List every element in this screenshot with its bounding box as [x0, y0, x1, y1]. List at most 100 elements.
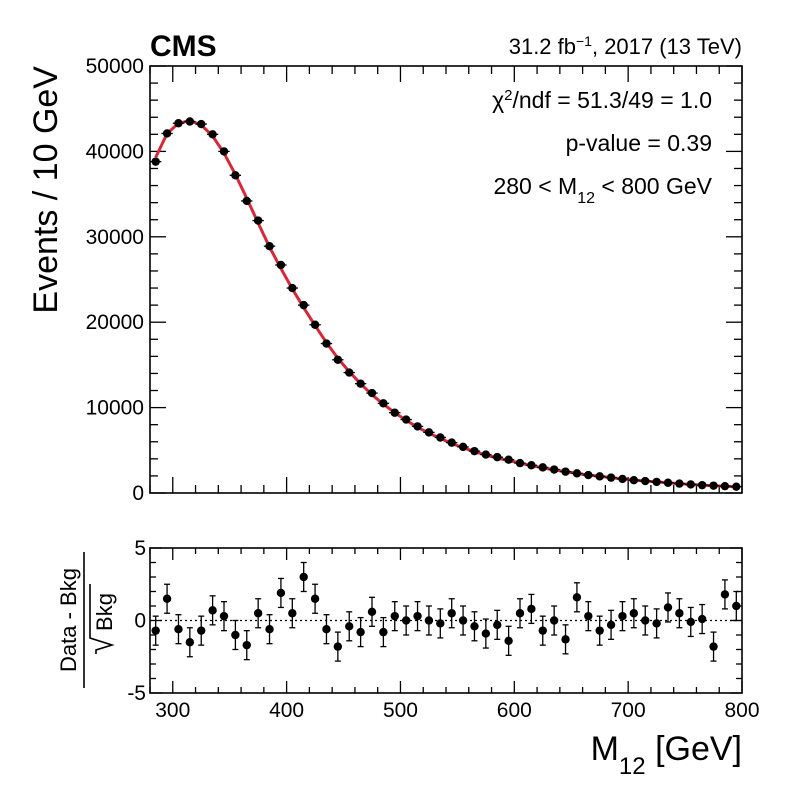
data-point	[572, 469, 582, 478]
sqrt-symbol-icon	[89, 584, 115, 654]
pull-point	[288, 609, 297, 618]
pull-point	[720, 590, 730, 599]
data-point	[458, 442, 468, 452]
pull-point	[208, 606, 217, 615]
data-point	[413, 422, 422, 431]
x-tick-label: 600	[497, 699, 532, 722]
experiment-label: CMS	[150, 30, 217, 63]
pull-y-tick-labels: -5 0 5	[127, 537, 146, 705]
data-point	[515, 458, 525, 468]
pull-point	[584, 611, 593, 621]
pull-point	[276, 588, 286, 598]
main-y-tick-label: 0	[132, 482, 144, 505]
pull-point	[538, 626, 547, 635]
data-point	[151, 157, 160, 166]
data-point	[356, 379, 365, 388]
pull-point	[515, 609, 525, 618]
pull-point	[652, 619, 661, 628]
data-point	[697, 480, 707, 490]
pull-point	[481, 629, 491, 638]
data-point	[299, 300, 308, 310]
pull-point	[322, 625, 331, 634]
data-point	[219, 147, 229, 156]
pull-point	[641, 616, 650, 625]
data-point	[549, 465, 559, 474]
pull-y-axis-title: Data - Bkg Bkg	[56, 552, 117, 688]
pull-points-group	[151, 561, 741, 662]
pull-point	[618, 611, 627, 621]
data-point	[390, 408, 399, 417]
data-point	[686, 480, 695, 489]
data-points-group	[150, 117, 742, 491]
pull-point	[162, 594, 172, 603]
pull-point	[242, 640, 251, 650]
pull-point	[379, 627, 388, 637]
data-point	[197, 119, 206, 129]
pull-point	[732, 601, 741, 611]
x-tick-label: 300	[155, 699, 190, 722]
pull-point	[401, 616, 411, 625]
pull-y-tick-label: -5	[127, 682, 146, 705]
pull-point	[686, 617, 695, 627]
data-point	[527, 461, 536, 470]
data-point	[606, 473, 616, 482]
data-point	[322, 339, 331, 348]
pvalue-label: p-value = 0.39	[566, 130, 712, 156]
x-tick-labels: 300 400 500 600 700 800	[155, 699, 759, 722]
pull-point	[470, 622, 479, 631]
x-axis-title: M12 [GeV]	[591, 730, 742, 780]
pull-point	[151, 626, 160, 635]
pull-point	[629, 609, 639, 618]
pull-point	[253, 609, 263, 618]
data-point	[504, 455, 513, 464]
data-point	[720, 481, 730, 491]
data-point	[379, 399, 388, 408]
main-y-tick-labels: 0 10000 20000 30000 40000 50000	[86, 55, 144, 505]
data-point	[345, 368, 354, 377]
x-tick-label: 700	[611, 699, 646, 722]
main-panel: 0 10000 20000 30000 40000 50000 χ2/ndf = 51.3…	[27, 55, 743, 505]
data-point	[310, 320, 320, 329]
pull-point	[504, 636, 513, 645]
data-point	[595, 472, 604, 481]
data-point	[652, 477, 661, 487]
pull-point	[356, 627, 365, 637]
pull-ylabel-denominator: Bkg	[92, 593, 117, 631]
pull-point	[458, 616, 468, 625]
x-tick-label: 400	[269, 699, 304, 722]
luminosity-label: 31.2 fb−1, 2017 (13 TeV)	[509, 33, 742, 59]
data-point	[618, 474, 627, 484]
pull-point	[697, 614, 707, 624]
data-point	[333, 355, 343, 364]
main-y-tick-label: 40000	[86, 140, 144, 163]
pull-point	[606, 620, 616, 630]
data-point	[584, 470, 593, 480]
x-tick-label: 500	[383, 699, 418, 722]
pull-point	[527, 604, 536, 614]
x-tick-label: 800	[724, 699, 759, 722]
data-point	[561, 467, 570, 476]
pull-point	[572, 593, 582, 602]
pull-point	[299, 572, 308, 582]
data-point	[538, 463, 547, 472]
data-point	[493, 452, 502, 462]
pull-point	[675, 609, 684, 618]
pull-point	[595, 626, 604, 635]
data-point	[629, 475, 639, 485]
data-point	[675, 479, 684, 488]
data-point	[641, 476, 650, 486]
main-y-tick-label: 50000	[86, 55, 144, 78]
data-point	[436, 433, 445, 442]
pull-point	[174, 625, 183, 634]
main-axis-ticks	[149, 65, 743, 494]
pull-point	[709, 642, 718, 651]
data-point	[265, 241, 274, 251]
pull-point	[390, 611, 399, 621]
pull-point	[219, 611, 229, 621]
data-point	[174, 119, 183, 128]
data-point	[424, 428, 434, 437]
data-point	[276, 260, 286, 270]
data-point	[663, 478, 673, 487]
data-point	[470, 446, 479, 456]
